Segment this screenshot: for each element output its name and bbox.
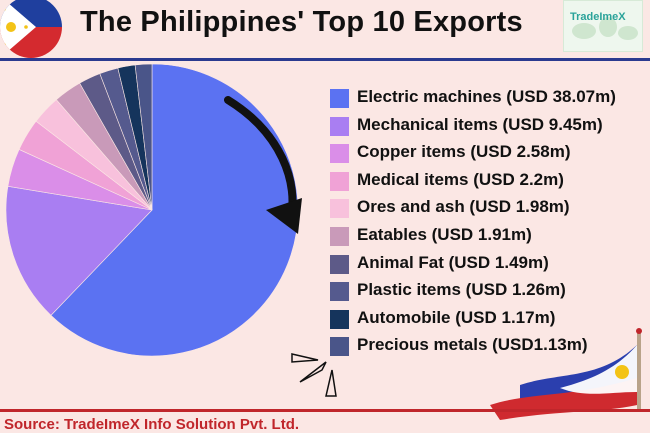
- legend-label: Automobile (USD 1.17m): [357, 307, 556, 327]
- legend-label: Electric machines (USD 38.07m): [357, 87, 616, 106]
- header-divider: [0, 58, 650, 61]
- logo-text: TradeImeX: [570, 11, 626, 23]
- pie-slice: [5, 185, 153, 316]
- legend-label: Mechanical items (USD 9.45m): [357, 114, 603, 134]
- footer-divider: [0, 409, 650, 412]
- legend-swatch: [330, 199, 349, 219]
- legend-swatch: [330, 254, 349, 274]
- pie-slice: [134, 63, 153, 211]
- pie-chart: [5, 63, 302, 357]
- legend-label: Ores and ash (USD 1.98m): [357, 197, 570, 217]
- legend-label: Precious metals (USD1.13m): [357, 335, 588, 355]
- legend-label: Copper items (USD 2.58m): [357, 142, 571, 162]
- tradeimex-logo: TradeImeX: [563, 0, 643, 52]
- legend-swatch: [330, 227, 349, 246]
- legend-label: Eatables (USD 1.91m): [357, 225, 532, 244]
- legend-swatch: [330, 144, 349, 164]
- world-map-icon: [572, 17, 638, 40]
- legend-swatch: [330, 309, 349, 329]
- legend-swatch: [330, 282, 349, 302]
- source-note: Source: TradeImeX Info Solution Pvt. Ltd…: [4, 416, 300, 433]
- legend-swatch: [330, 337, 349, 357]
- legend-label: Plastic items (USD 1.26m): [357, 280, 566, 300]
- philippine-flag-icon: [0, 0, 62, 58]
- legend-label: Medical items (USD 2.2m): [357, 169, 564, 189]
- arrow-head-icon: [266, 198, 302, 234]
- legend-swatch: [330, 116, 349, 136]
- legend-swatch: [330, 89, 349, 108]
- page-title: The Philippines' Top 10 Exports: [80, 6, 523, 38]
- legend-label: Animal Fat (USD 1.49m): [357, 252, 549, 272]
- pie-slice: [50, 63, 299, 357]
- legend-swatch: [330, 171, 349, 191]
